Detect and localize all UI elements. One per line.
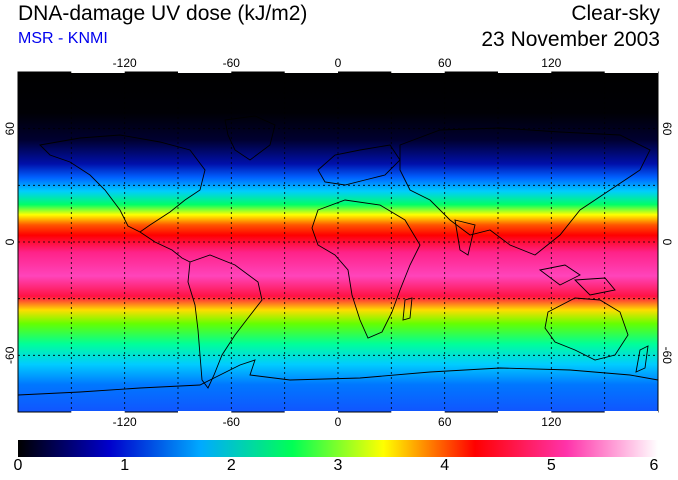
lon-label-bottom: 0 — [335, 415, 342, 428]
lon-label-top: -60 — [223, 56, 241, 70]
lon-label-bottom: -120 — [113, 415, 137, 428]
lon-label-bottom: -60 — [223, 415, 241, 428]
date-label: 23 November 2003 — [481, 28, 660, 51]
graticule — [18, 72, 658, 412]
colorbar-tick-label: 4 — [440, 457, 450, 474]
lat-label-left: 60 — [3, 122, 17, 136]
lat-label-left: -60 — [3, 346, 17, 364]
colorbar-tick-label: 6 — [649, 457, 659, 474]
colorbar-gradient — [18, 440, 658, 457]
lat-label-right: 60 — [660, 122, 674, 136]
lat-label-right: 0 — [660, 239, 674, 246]
colorbar-tick-label: 5 — [546, 457, 556, 474]
lon-label-top: 60 — [438, 56, 452, 70]
lon-label-top: 0 — [335, 56, 342, 70]
lon-label-bottom: 120 — [541, 415, 561, 428]
map-title: DNA-damage UV dose (kJ/m2) — [18, 2, 308, 25]
lon-label-top: -120 — [113, 56, 137, 70]
colorbar-tick-label: 1 — [120, 457, 130, 474]
frame-ticks — [71, 71, 658, 413]
lat-label-left: 0 — [3, 238, 17, 245]
lat-label-right: -60 — [660, 347, 674, 365]
source-label: MSR - KNMI — [18, 30, 108, 47]
colorbar-tick-label: 0 — [13, 457, 23, 474]
colorbar-tick-label: 2 — [226, 457, 236, 474]
coastlines — [17, 115, 659, 396]
colorbar-tick-label: 3 — [333, 457, 343, 474]
lon-label-top: 120 — [541, 56, 561, 70]
sky-condition-label: Clear-sky — [571, 2, 660, 25]
lon-label-bottom: 60 — [438, 415, 452, 428]
uv-dose-map: -120 -60 0 60 120 -120 -60 0 60 120 60 0… — [3, 56, 674, 428]
colorbar: 0 1 2 3 4 5 6 — [0, 438, 678, 480]
